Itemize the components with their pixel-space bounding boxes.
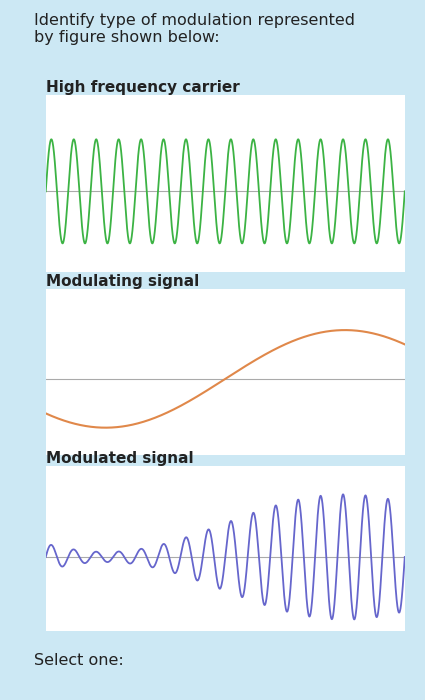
Text: Select one:: Select one: <box>34 652 124 668</box>
Text: High frequency carrier: High frequency carrier <box>46 80 239 95</box>
Text: Modulating signal: Modulating signal <box>46 274 199 288</box>
Text: Modulated signal: Modulated signal <box>46 451 193 466</box>
Text: Identify type of modulation represented
by figure shown below:: Identify type of modulation represented … <box>34 13 355 45</box>
